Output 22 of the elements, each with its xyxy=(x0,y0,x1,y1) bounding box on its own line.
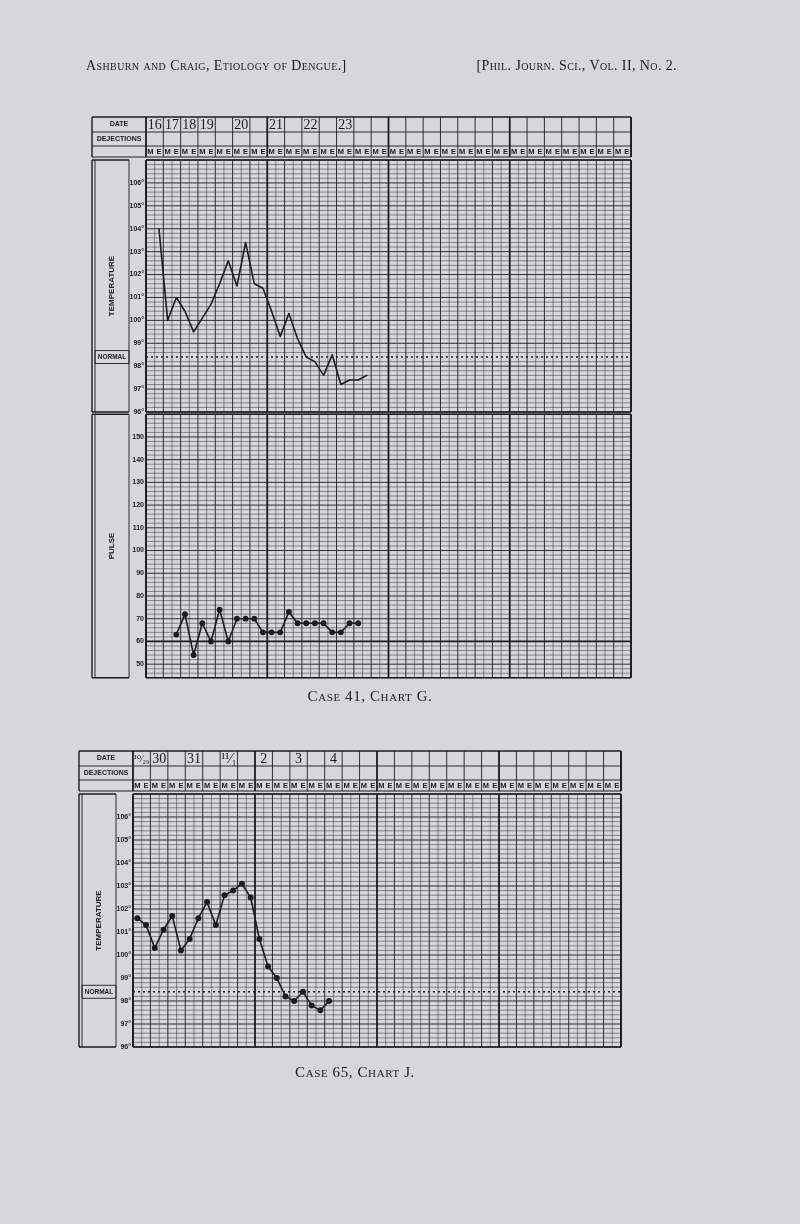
text: ¹⁰⁄₂₉ xyxy=(134,753,150,765)
text: 19 xyxy=(199,117,214,133)
text: 18 xyxy=(182,117,197,133)
text: [Phil. Journ. Sci., Vol. II, No. 2. xyxy=(476,58,677,74)
text: Case 41, Chart G. xyxy=(307,688,433,705)
text: 16 xyxy=(147,117,162,133)
text: Case 65, Chart J. xyxy=(295,1064,415,1081)
text: 17 xyxy=(164,117,179,133)
text: 2 xyxy=(260,751,268,767)
text: 3 xyxy=(295,751,303,767)
text: 22 xyxy=(303,117,318,133)
y-axis-title: TEMPERATURE xyxy=(94,889,104,951)
text: ¹¹⁄₁ xyxy=(221,751,237,767)
y-axis-title: TEMPERATURE xyxy=(107,255,117,317)
text: 21 xyxy=(268,117,283,133)
text: 30 xyxy=(152,751,167,767)
text: 20 xyxy=(234,117,249,133)
text: Ashburn and Craig, Etiology of Dengue.] xyxy=(86,58,347,74)
text: 23 xyxy=(338,117,353,133)
text: 31 xyxy=(187,751,201,767)
y-axis-title: PULSE xyxy=(107,532,117,560)
text: 4 xyxy=(329,751,337,767)
